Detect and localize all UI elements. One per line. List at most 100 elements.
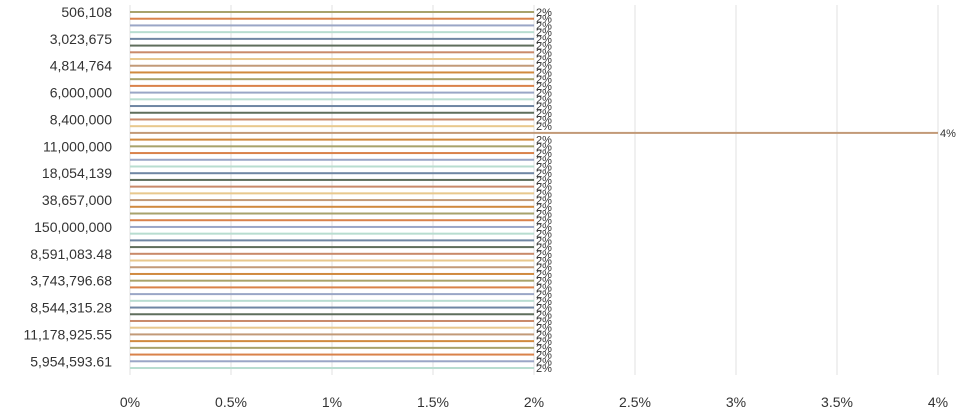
data-label: 2% xyxy=(536,282,552,294)
bar xyxy=(130,71,534,74)
bar xyxy=(130,185,534,188)
bar xyxy=(130,346,534,349)
data-label: 2% xyxy=(536,101,552,113)
bar xyxy=(130,259,534,262)
data-label: 2% xyxy=(536,155,552,167)
bar xyxy=(130,286,534,289)
data-label: 2% xyxy=(536,14,552,26)
bar xyxy=(130,51,534,54)
bar xyxy=(130,125,534,128)
bar xyxy=(130,11,534,13)
bar xyxy=(130,192,534,195)
bar xyxy=(130,118,534,121)
bar xyxy=(130,158,534,161)
data-label: 2% xyxy=(536,215,552,227)
bar xyxy=(130,239,534,242)
data-label: 2% xyxy=(536,350,552,362)
y-tick-label: 3,743,796.68 xyxy=(30,273,112,289)
x-tick-label: 3.5% xyxy=(821,394,853,410)
y-tick-label: 150,000,000 xyxy=(34,219,112,235)
data-label: 2% xyxy=(536,256,552,268)
data-label: 2% xyxy=(536,309,552,321)
bar xyxy=(130,266,534,269)
y-tick-label: 11,000,000 xyxy=(43,138,112,154)
bar xyxy=(130,98,534,101)
data-label: 2% xyxy=(536,303,552,315)
y-tick-label: 18,054,139 xyxy=(42,165,112,181)
bar xyxy=(130,333,534,336)
bar xyxy=(130,293,534,296)
x-tick-label: 1.5% xyxy=(417,394,449,410)
data-label: 2% xyxy=(536,141,552,153)
bar xyxy=(130,252,534,255)
data-label: 2% xyxy=(536,356,552,368)
bar xyxy=(130,131,938,134)
bar xyxy=(130,165,534,168)
grid-lines xyxy=(129,5,939,375)
data-labels: 2%2%2%2%2%2%2%2%2%2%2%2%2%2%2%2%2%2%4%2%… xyxy=(536,7,956,375)
data-label: 2% xyxy=(536,235,552,247)
data-label: 2% xyxy=(536,148,552,160)
bar xyxy=(130,353,534,356)
bar xyxy=(130,219,534,222)
bar xyxy=(130,105,534,108)
data-label: 2% xyxy=(536,188,552,200)
x-tick-label: 2.5% xyxy=(619,394,651,410)
bar xyxy=(130,326,534,329)
data-label: 2% xyxy=(536,262,552,274)
y-tick-label: 38,657,000 xyxy=(42,192,112,208)
bar xyxy=(130,319,534,322)
data-label: 2% xyxy=(536,209,552,221)
data-label: 2% xyxy=(536,74,552,86)
x-tick-label: 3% xyxy=(726,394,746,410)
bar xyxy=(130,279,534,282)
data-label: 2% xyxy=(536,20,552,32)
bar xyxy=(130,172,534,175)
bar xyxy=(130,205,534,208)
data-label: 2% xyxy=(536,47,552,59)
x-tick-label: 1% xyxy=(322,394,342,410)
y-tick-label: 6,000,000 xyxy=(50,85,112,101)
x-axis-tick-labels: 0% 0.5% 1% 1.5% 2% 2.5% 3% 3.5% 4% xyxy=(120,394,948,410)
bar xyxy=(130,360,534,363)
data-label: 2% xyxy=(536,94,552,106)
data-label: 2% xyxy=(536,121,552,133)
data-label: 2% xyxy=(536,54,552,66)
data-label: 2% xyxy=(536,329,552,341)
data-label: 2% xyxy=(536,249,552,261)
bar xyxy=(130,212,534,215)
data-label: 2% xyxy=(536,229,552,241)
bars xyxy=(130,11,938,369)
data-label: 2% xyxy=(536,323,552,335)
y-tick-label: 11,178,925.55 xyxy=(24,326,113,342)
data-label: 2% xyxy=(536,175,552,187)
data-label: 2% xyxy=(536,114,552,126)
bar xyxy=(130,84,534,87)
bar xyxy=(130,91,534,94)
data-label: 2% xyxy=(536,41,552,53)
data-label: 2% xyxy=(536,363,552,375)
y-tick-label: 8,400,000 xyxy=(50,111,112,127)
bar xyxy=(130,17,534,20)
data-label: 2% xyxy=(536,61,552,73)
bar xyxy=(130,111,534,114)
bar xyxy=(130,24,534,27)
bar xyxy=(130,272,534,275)
data-label: 2% xyxy=(536,202,552,214)
x-tick-label: 4% xyxy=(928,394,948,410)
y-tick-label: 8,591,083.48 xyxy=(30,246,112,262)
bar xyxy=(130,340,534,343)
bar xyxy=(130,367,534,369)
y-axis-tick-labels: 506,108 3,023,675 4,814,764 6,000,000 8,400,… xyxy=(24,4,113,369)
bar xyxy=(130,31,534,34)
bar xyxy=(130,313,534,316)
bar xyxy=(130,78,534,81)
x-tick-label: 2% xyxy=(524,394,544,410)
data-label: 2% xyxy=(536,343,552,355)
data-label: 2% xyxy=(536,222,552,234)
y-tick-label: 8,544,315.28 xyxy=(30,300,112,316)
y-tick-label: 4,814,764 xyxy=(50,58,112,74)
bar xyxy=(130,64,534,67)
data-label: 2% xyxy=(536,242,552,254)
